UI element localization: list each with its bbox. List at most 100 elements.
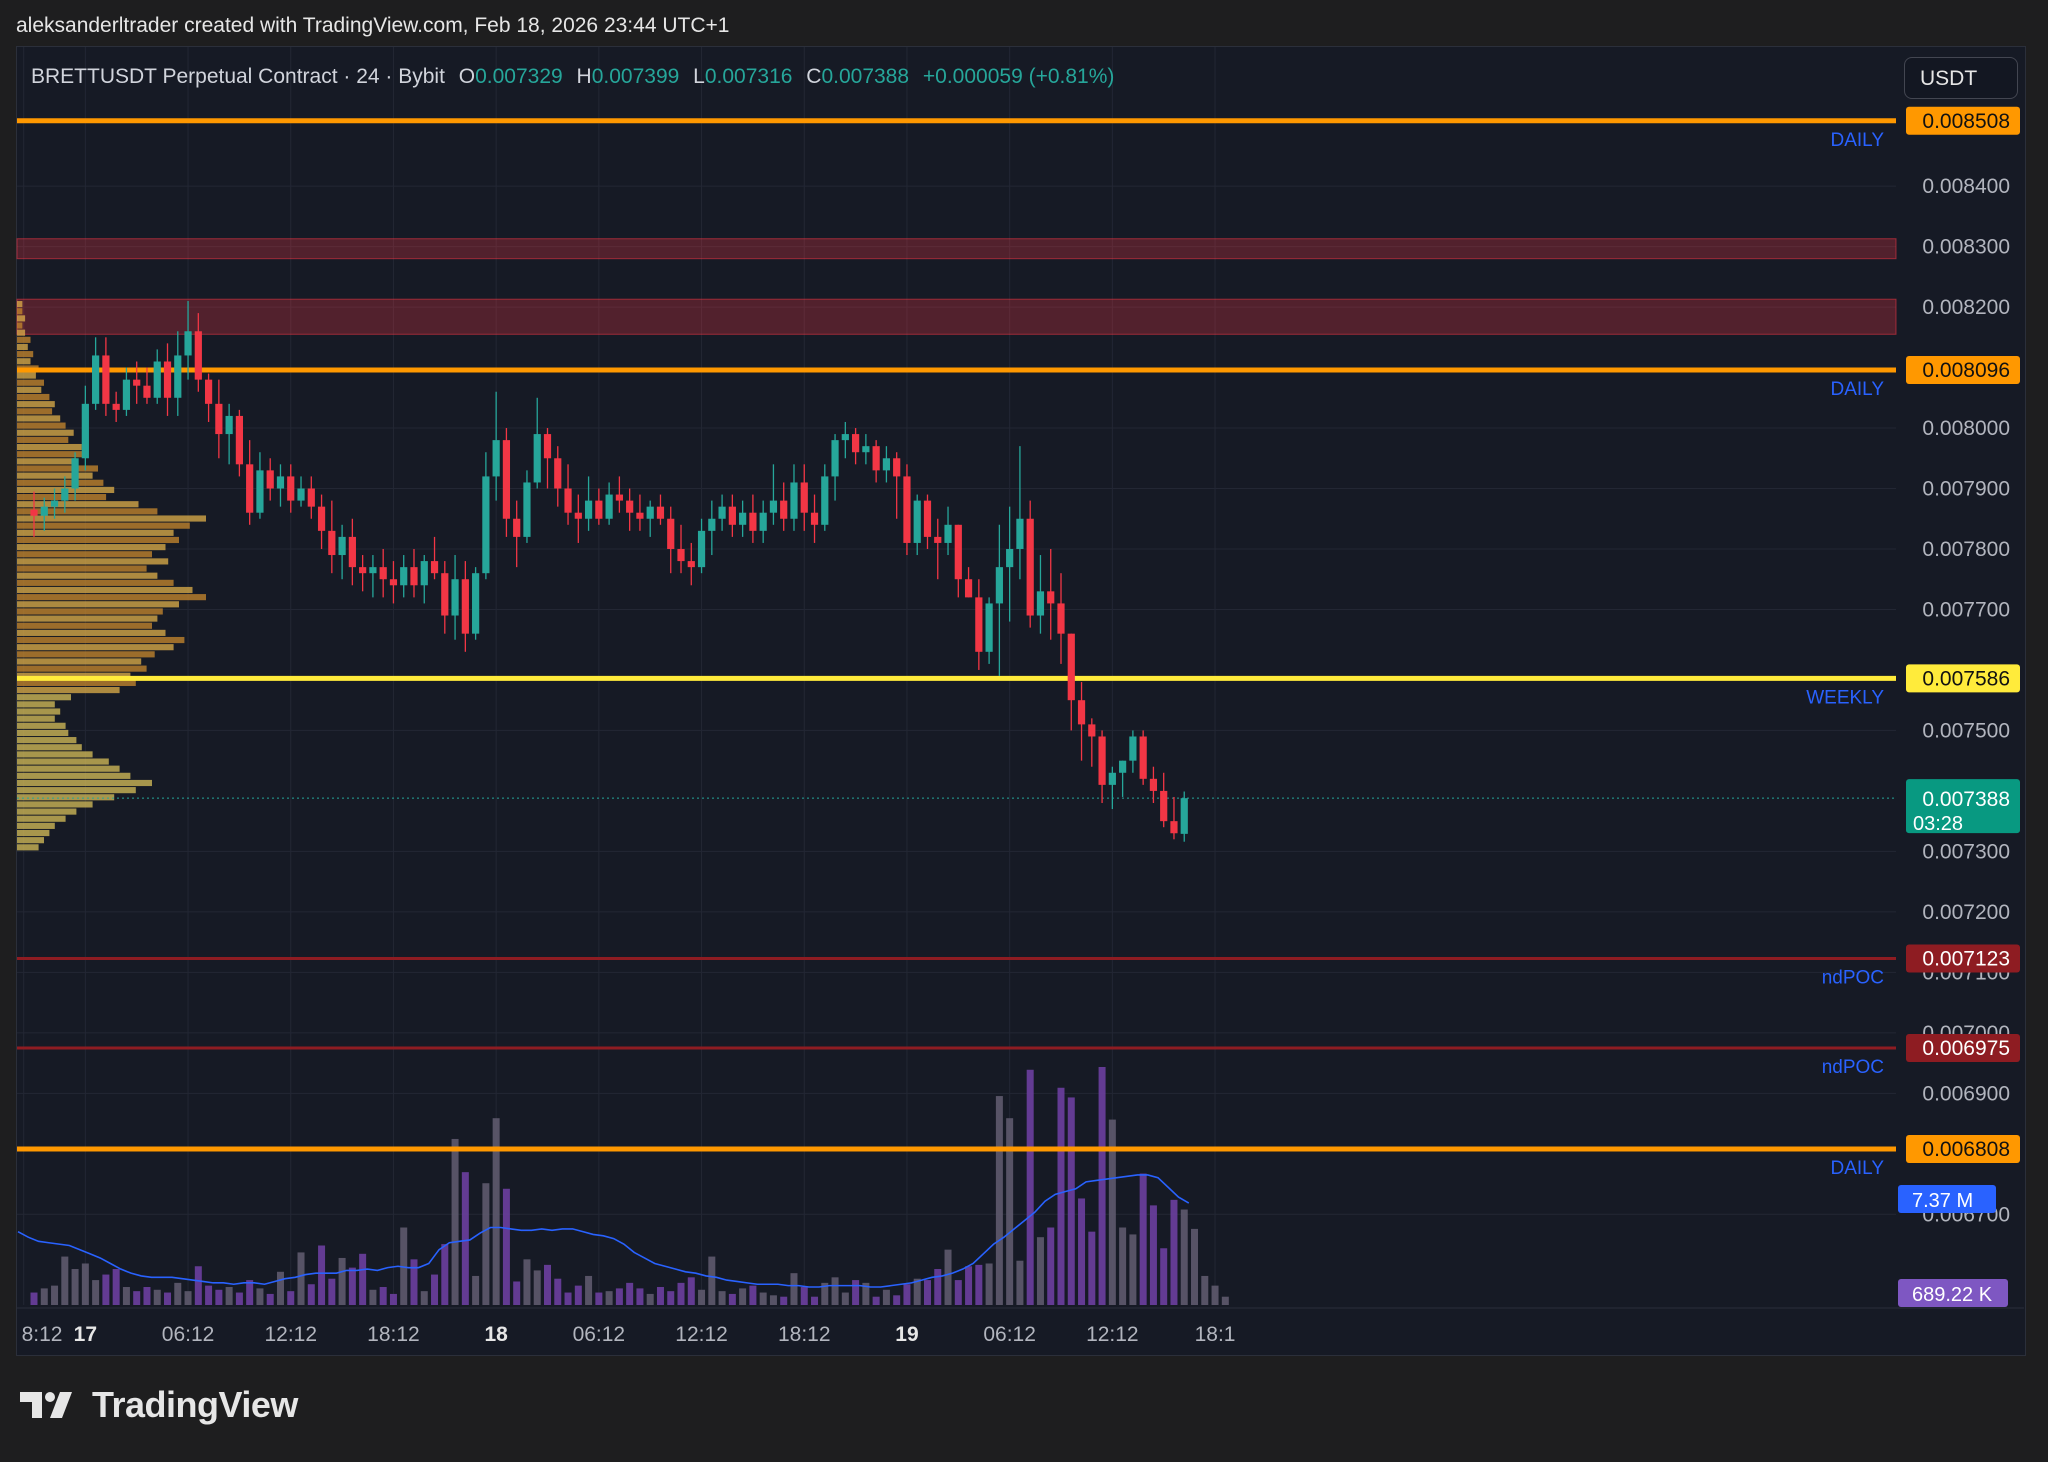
candle-down[interactable]	[677, 548, 685, 562]
candle-down[interactable]	[410, 567, 418, 586]
candle-down[interactable]	[30, 509, 38, 516]
candle-down[interactable]	[749, 512, 757, 531]
candle-up[interactable]	[122, 379, 131, 410]
candle-up[interactable]	[451, 579, 459, 616]
candle-down[interactable]	[1160, 790, 1168, 822]
candle-down[interactable]	[1047, 591, 1055, 604]
candle-up[interactable]	[81, 403, 89, 459]
candle-up[interactable]	[492, 440, 500, 477]
candle-up[interactable]	[862, 446, 870, 453]
candle-down[interactable]	[204, 379, 213, 404]
candle-down[interactable]	[430, 561, 439, 574]
candle-up[interactable]	[821, 476, 829, 525]
candle-down[interactable]	[163, 361, 172, 398]
supply-zone[interactable]	[16, 238, 1897, 260]
candle-down[interactable]	[328, 530, 336, 556]
candle-down[interactable]	[441, 573, 449, 616]
candle-down[interactable]	[872, 446, 880, 471]
candle-down[interactable]	[1057, 603, 1065, 634]
candle-up[interactable]	[1180, 798, 1188, 834]
candle-up[interactable]	[718, 506, 726, 519]
candle-down[interactable]	[317, 506, 326, 531]
currency-selector-button[interactable]: USDT	[1904, 57, 2018, 99]
candle-down[interactable]	[513, 518, 521, 537]
candle-up[interactable]	[697, 530, 706, 568]
candle-up[interactable]	[174, 355, 182, 398]
candle-down[interactable]	[102, 355, 110, 404]
candle-up[interactable]	[995, 567, 1003, 604]
candle-down[interactable]	[626, 500, 634, 513]
candle-up[interactable]	[420, 561, 428, 586]
supply-zone[interactable]	[16, 298, 1897, 335]
candle-down[interactable]	[246, 464, 254, 513]
candle-down[interactable]	[1077, 700, 1086, 725]
candle-down[interactable]	[810, 512, 819, 525]
candle-down[interactable]	[1067, 633, 1075, 701]
candle-up[interactable]	[1119, 760, 1127, 773]
candle-down[interactable]	[780, 500, 788, 519]
candle-up[interactable]	[153, 361, 161, 398]
candle-up[interactable]	[985, 603, 993, 652]
candle-down[interactable]	[595, 500, 603, 519]
candle-up[interactable]	[944, 524, 952, 543]
candle-up[interactable]	[1016, 518, 1024, 549]
candle-up[interactable]	[584, 500, 593, 519]
candle-up[interactable]	[1129, 736, 1137, 761]
candle-down[interactable]	[564, 488, 572, 513]
candle-up[interactable]	[338, 536, 346, 556]
candle-up[interactable]	[472, 573, 480, 634]
candle-up[interactable]	[790, 482, 798, 519]
chart-panel[interactable]	[16, 46, 2026, 1356]
candle-down[interactable]	[133, 379, 141, 386]
candle-up[interactable]	[71, 458, 79, 489]
candle-down[interactable]	[1170, 821, 1178, 834]
candle-down[interactable]	[307, 488, 315, 507]
candle-up[interactable]	[1108, 772, 1116, 785]
candle-down[interactable]	[266, 470, 274, 489]
candle-down[interactable]	[1026, 518, 1034, 616]
candle-up[interactable]	[276, 476, 285, 489]
candle-down[interactable]	[359, 567, 367, 574]
candle-down[interactable]	[348, 536, 356, 568]
candle-down[interactable]	[636, 512, 644, 519]
candle-up[interactable]	[708, 518, 716, 531]
candle-up[interactable]	[482, 476, 490, 574]
candle-up[interactable]	[523, 482, 531, 537]
candle-up[interactable]	[256, 470, 264, 513]
candle-up[interactable]	[1036, 591, 1045, 616]
candle-up[interactable]	[297, 488, 305, 501]
candle-down[interactable]	[728, 506, 736, 525]
candle-down[interactable]	[554, 458, 562, 489]
candle-up[interactable]	[1006, 548, 1014, 568]
candle-up[interactable]	[769, 500, 778, 513]
candle-down[interactable]	[964, 579, 973, 598]
candle-up[interactable]	[369, 567, 377, 574]
candle-down[interactable]	[287, 476, 295, 501]
candle-down[interactable]	[543, 434, 552, 459]
candle-up[interactable]	[50, 500, 59, 507]
candle-up[interactable]	[913, 500, 921, 543]
candle-down[interactable]	[235, 415, 243, 465]
candle-up[interactable]	[61, 488, 69, 501]
candle-down[interactable]	[903, 476, 911, 543]
candle-down[interactable]	[687, 561, 695, 568]
candle-down[interactable]	[934, 536, 942, 543]
candle-down[interactable]	[852, 434, 860, 453]
candle-down[interactable]	[1149, 778, 1158, 791]
candle-up[interactable]	[400, 567, 408, 586]
candle-down[interactable]	[1098, 736, 1106, 785]
candle-down[interactable]	[112, 403, 120, 410]
candle-down[interactable]	[194, 331, 202, 380]
candle-up[interactable]	[533, 434, 541, 483]
candle-down[interactable]	[667, 518, 675, 549]
candle-down[interactable]	[574, 512, 582, 519]
candle-down[interactable]	[615, 494, 623, 501]
candle-up[interactable]	[646, 506, 654, 519]
candle-down[interactable]	[461, 579, 469, 634]
candle-down[interactable]	[954, 524, 962, 580]
candle-down[interactable]	[389, 579, 398, 586]
candle-down[interactable]	[1088, 724, 1096, 737]
candle-down[interactable]	[800, 482, 808, 513]
candle-up[interactable]	[739, 512, 747, 525]
